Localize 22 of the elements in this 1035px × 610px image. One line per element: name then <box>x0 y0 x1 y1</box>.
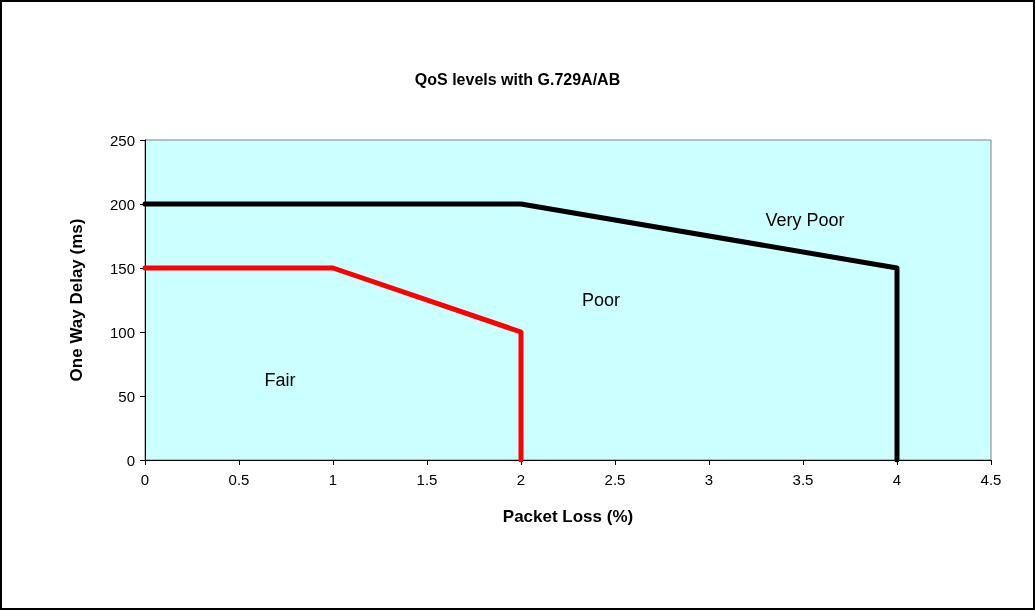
y-tick-label: 0 <box>126 451 135 469</box>
annotation: Fair <box>264 370 296 390</box>
y-tick-label: 50 <box>118 387 135 405</box>
x-tick-label: 0 <box>140 471 150 488</box>
y-tick-label: 200 <box>109 195 135 213</box>
x-tick-label: 4 <box>892 471 902 488</box>
y-tick-label: 250 <box>109 131 135 149</box>
annotation: Very Poor <box>765 210 845 230</box>
annotation: Poor <box>581 290 621 310</box>
x-tick-label: 1.5 <box>416 471 438 488</box>
x-tick-label: 4.5 <box>980 471 1002 488</box>
x-tick-label: 1 <box>328 471 338 488</box>
x-tick-label: 3.5 <box>792 471 814 488</box>
x-tick-label: 2.5 <box>604 471 626 488</box>
x-axis-title: Packet Loss (%) <box>502 507 634 526</box>
chart-title: QoS levels with G.729A/AB <box>414 70 621 88</box>
x-tick-label: 3 <box>704 471 714 488</box>
x-tick-label: 2 <box>516 471 526 488</box>
y-tick-label: 150 <box>109 259 135 277</box>
y-axis-title: One Way Delay (ms) <box>67 218 86 382</box>
x-tick-label: 0.5 <box>228 471 250 488</box>
y-tick-label: 100 <box>109 323 135 341</box>
